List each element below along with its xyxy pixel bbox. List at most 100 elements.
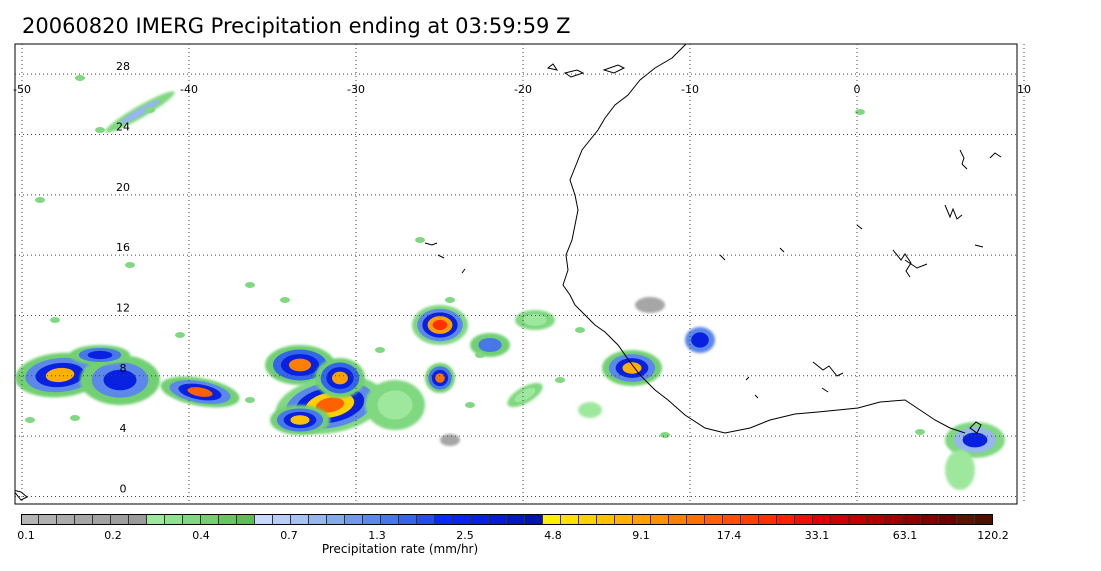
colorbar-swatch: [57, 514, 75, 525]
colorbar-swatch: [327, 514, 345, 525]
colorbar-frame: [21, 514, 993, 525]
colorbar-swatch: [669, 514, 687, 525]
precip-cell: [70, 415, 80, 421]
precip-cell: [635, 297, 665, 313]
precip-cell: [187, 387, 213, 397]
colorbar-swatch: [165, 514, 183, 525]
colorbar-tick-label: 9.1: [632, 529, 650, 542]
precipitation-field: [15, 75, 1005, 490]
colorbar-swatch: [579, 514, 597, 525]
colorbar-swatch: [417, 514, 435, 525]
coastline: [15, 44, 1002, 501]
colorbar-swatch: [111, 514, 129, 525]
precip-cell: [660, 432, 670, 438]
precip-cell: [119, 99, 161, 125]
colorbar-tick-label: 1.3: [368, 529, 386, 542]
colorbar-swatch: [849, 514, 867, 525]
colorbar-tick-label: 2.5: [456, 529, 474, 542]
colorbar-swatch: [741, 514, 759, 525]
precip-cell: [691, 332, 709, 348]
precip-cell: [245, 397, 255, 403]
colorbar-tick-label: 120.2: [977, 529, 1009, 542]
colorbar-tick-label: 4.8: [544, 529, 562, 542]
colorbar-tick-label: 17.4: [716, 529, 742, 542]
colorbar-swatch: [543, 514, 561, 525]
precip-cell: [290, 415, 310, 425]
lat-tick-label: 24: [116, 120, 130, 133]
precip-cell: [280, 297, 290, 303]
precip-cell: [945, 450, 975, 490]
lon-tick-label: -20: [514, 83, 532, 96]
map-title: 20060820 IMERG Precipitation ending at 0…: [22, 14, 571, 38]
colorbar-swatch: [291, 514, 309, 525]
colorbar-swatch: [435, 514, 453, 525]
colorbar-swatch: [633, 514, 651, 525]
colorbar-swatch: [309, 514, 327, 525]
precip-cell: [915, 429, 925, 435]
colorbar-swatch: [147, 514, 165, 525]
colorbar-swatch: [183, 514, 201, 525]
precip-cell: [375, 347, 385, 353]
precip-cell: [75, 75, 85, 81]
precip-cell: [514, 387, 536, 403]
colorbar-swatch: [957, 514, 975, 525]
precip-cell: [332, 371, 348, 385]
precip-cell: [440, 434, 460, 446]
colorbar-swatch: [363, 514, 381, 525]
colorbar-tick-label: 0.1: [17, 529, 35, 542]
precip-cell: [288, 358, 312, 372]
precip-cell: [35, 197, 45, 203]
precip-cell: [575, 327, 585, 333]
colorbar-swatch: [687, 514, 705, 525]
colorbar-tick-label: 0.2: [104, 529, 122, 542]
precip-cell: [125, 262, 135, 268]
precip-cell: [415, 237, 425, 243]
lat-tick-label: 12: [116, 301, 130, 314]
colorbar-swatch: [921, 514, 939, 525]
colorbar-swatch: [75, 514, 93, 525]
colorbar-swatch: [255, 514, 273, 525]
colorbar-swatch: [939, 514, 957, 525]
colorbar-swatch: [813, 514, 831, 525]
colorbar-swatch: [903, 514, 921, 525]
colorbar-swatch: [597, 514, 615, 525]
lat-tick-label: 20: [116, 181, 130, 194]
colorbar-swatch: [21, 514, 39, 525]
colorbar-swatch: [201, 514, 219, 525]
precip-cell: [315, 397, 345, 413]
colorbar-swatch: [705, 514, 723, 525]
colorbar-swatch: [381, 514, 399, 525]
colorbar-swatch: [723, 514, 741, 525]
axis-ticks: -50 -40 -30 -20 -10 0 10 28 24 20 16 12 8 4 0: [13, 60, 1031, 495]
colorbar-swatch: [489, 514, 507, 525]
lon-tick-label: -30: [347, 83, 365, 96]
precip-cell: [87, 350, 113, 360]
lat-tick-label: 16: [116, 241, 130, 254]
precip-cell: [103, 369, 137, 391]
precip-cell: [377, 390, 413, 420]
colorbar-tick-label: 0.7: [280, 529, 298, 542]
colorbar-tick-label: 33.1: [804, 529, 830, 542]
colorbar-swatch: [885, 514, 903, 525]
colorbar-swatch: [777, 514, 795, 525]
precip-cell: [432, 319, 448, 331]
lon-tick-label: -50: [13, 83, 31, 96]
precip-cell: [95, 127, 105, 133]
colorbar-swatch: [651, 514, 669, 525]
lon-tick-label: -10: [681, 83, 699, 96]
colorbar-swatch: [561, 514, 579, 525]
colorbar-swatch: [525, 514, 543, 525]
colorbar-swatch: [795, 514, 813, 525]
precip-cell: [962, 432, 988, 448]
lat-lon-grid: [15, 44, 1025, 504]
precip-cell: [855, 109, 865, 115]
colorbar-title: Precipitation rate (mm/hr): [321, 542, 479, 556]
colorbar-swatch: [867, 514, 885, 525]
precip-cell: [50, 317, 60, 323]
colorbar-swatch: [219, 514, 237, 525]
precip-cell: [475, 352, 485, 358]
precip-cell: [175, 332, 185, 338]
precip-cell: [445, 297, 455, 303]
colorbar-swatch: [93, 514, 111, 525]
colorbar-swatch: [507, 514, 525, 525]
